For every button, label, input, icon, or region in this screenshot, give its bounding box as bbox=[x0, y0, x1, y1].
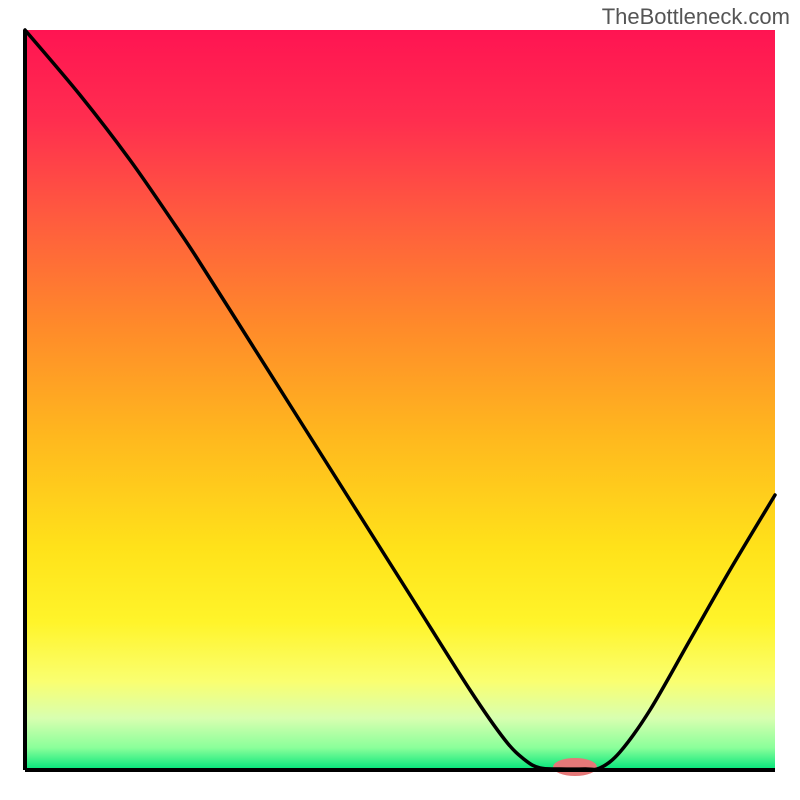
plot-background bbox=[25, 30, 775, 770]
chart-svg bbox=[0, 0, 800, 800]
optimal-marker bbox=[553, 758, 597, 776]
watermark-text: TheBottleneck.com bbox=[602, 4, 790, 30]
bottleneck-chart bbox=[0, 0, 800, 800]
